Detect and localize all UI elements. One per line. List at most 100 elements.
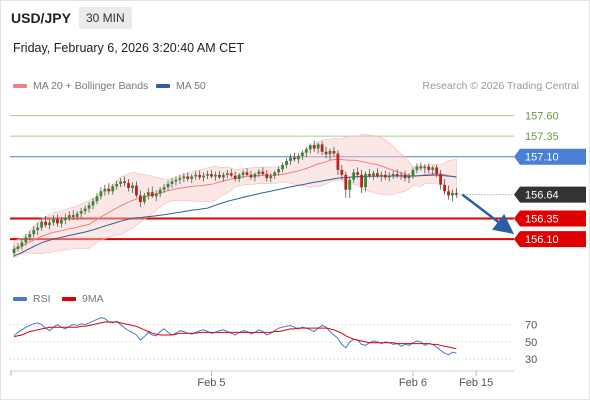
candle (233, 171, 237, 182)
candle (435, 164, 439, 178)
candle (127, 178, 130, 192)
rsi-panel: 70 50 30 (10, 317, 537, 366)
candle-body (277, 169, 281, 173)
candle-body (443, 184, 446, 192)
rsi-series-rsi (13, 317, 457, 356)
candles (12, 140, 458, 258)
candle (253, 172, 257, 182)
candle-body (316, 144, 320, 149)
level-label-text: 156.35 (525, 213, 559, 225)
candle-body (56, 219, 59, 224)
candle (407, 173, 411, 184)
x-axis: Feb 5 Feb 6 Feb 15 (10, 370, 514, 389)
candle (83, 205, 87, 215)
candle (316, 142, 320, 154)
candle (135, 181, 138, 198)
candle-body (221, 174, 225, 178)
candle-body (387, 175, 391, 178)
candle-body (91, 201, 95, 206)
candle (131, 182, 134, 193)
candle-body (20, 242, 24, 247)
candle (269, 173, 273, 183)
candle-body (142, 195, 146, 203)
candle (202, 172, 205, 182)
legend-ma20: MA 20 + Bollinger Bands (13, 80, 148, 92)
candle-body (214, 174, 217, 177)
candle (300, 150, 304, 161)
candle-body (383, 174, 387, 178)
candle (190, 174, 194, 184)
candle-body (289, 157, 292, 161)
candle-body (32, 230, 36, 235)
candle (431, 165, 435, 175)
candle-body (376, 173, 379, 177)
candle (451, 189, 454, 202)
candle (79, 207, 83, 218)
candle-body (336, 153, 340, 170)
candle-body (257, 171, 261, 175)
candle-body (174, 179, 178, 182)
candle (308, 143, 312, 154)
candle-body (344, 174, 348, 190)
candle-body (79, 211, 83, 214)
candle-body (328, 150, 332, 155)
candle-body (170, 181, 174, 184)
candle-body (249, 174, 253, 178)
candle-body (245, 172, 249, 175)
candle-body (36, 227, 40, 231)
candle-body (312, 145, 316, 149)
candle (182, 173, 186, 183)
candle (364, 171, 367, 192)
legend-9ma-swatch (62, 297, 76, 301)
candle-body (87, 205, 91, 209)
candle-body (115, 183, 119, 187)
level-label-tag (514, 148, 586, 165)
level-label-157.35: 157.35 (525, 131, 559, 143)
candle-body (320, 144, 324, 152)
candle (344, 171, 348, 198)
candle (24, 234, 28, 246)
candle (245, 168, 249, 177)
candle (71, 210, 75, 221)
candle-body (395, 174, 399, 176)
candle (399, 171, 403, 180)
candle-body (233, 175, 237, 179)
candle (411, 167, 415, 179)
candle-body (158, 189, 162, 194)
candle (372, 170, 375, 180)
candle-body (407, 176, 411, 179)
candle (225, 169, 229, 179)
candle-body (103, 188, 107, 192)
timeframe-badge[interactable]: 30 MIN (79, 7, 132, 29)
level-label-text: 156.10 (525, 234, 559, 246)
x-tick-label: Feb 6 (399, 377, 427, 389)
candle-body (455, 192, 458, 195)
candle-body (182, 176, 186, 179)
candle (95, 192, 99, 205)
candle-body (60, 220, 63, 224)
candle (304, 146, 308, 157)
legend-9ma: 9MA (62, 293, 104, 305)
candle-body (281, 164, 284, 170)
candle (297, 153, 300, 164)
candle (281, 162, 284, 173)
candle (170, 178, 174, 189)
candle-body (119, 181, 123, 184)
candle (320, 141, 324, 156)
level-label-text: 156.64 (525, 190, 559, 202)
candle (439, 169, 442, 190)
candle-body (202, 175, 205, 178)
candle (36, 222, 40, 235)
candle-body (190, 176, 194, 179)
candle-body (308, 145, 312, 150)
candle (154, 190, 158, 202)
candle (174, 176, 178, 186)
level-labels: 157.60 157.35 157.10 156.64 156.35 156.10 (514, 111, 586, 248)
candle (289, 154, 292, 165)
candle-body (241, 172, 245, 175)
candle (52, 215, 55, 226)
candle (360, 169, 363, 193)
level-label-text: 157.10 (525, 152, 559, 164)
projection (461, 193, 514, 234)
rsi-tick-70: 70 (525, 320, 537, 332)
